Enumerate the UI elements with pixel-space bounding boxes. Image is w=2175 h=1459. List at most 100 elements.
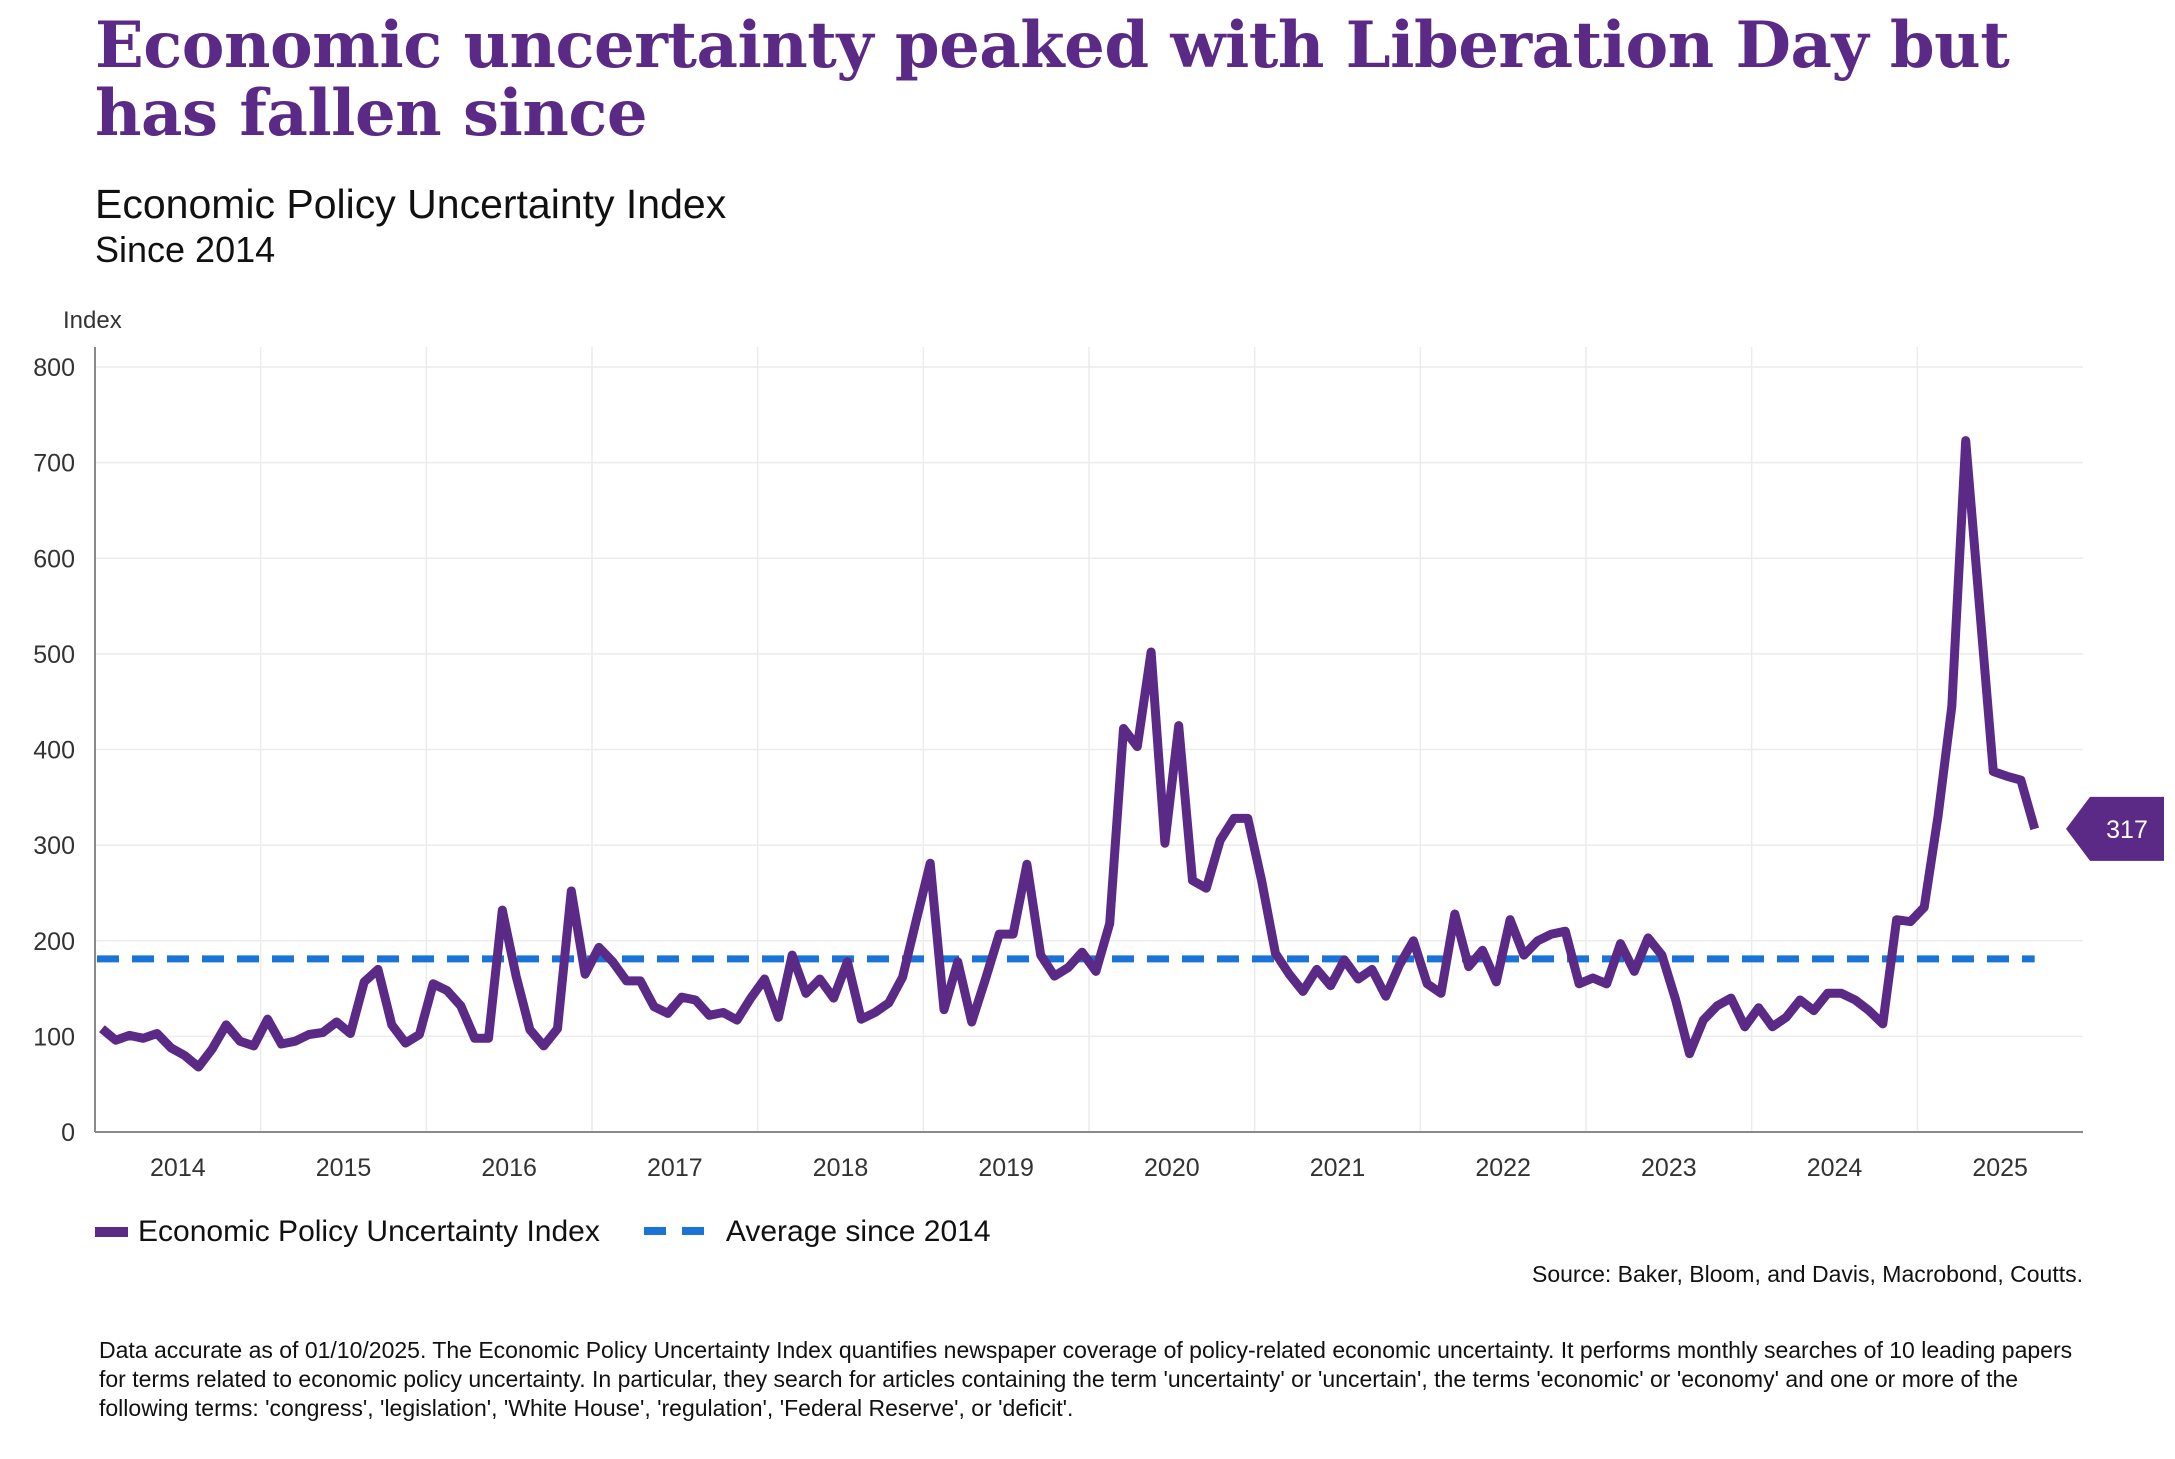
- data-point: [1232, 816, 1236, 820]
- data-point: [887, 1001, 891, 1005]
- axes: [94, 347, 2083, 1133]
- data-point: [500, 908, 504, 912]
- data-point: [1743, 1025, 1747, 1029]
- data-point: [348, 1032, 352, 1036]
- last-value-flag: [2066, 796, 2164, 861]
- data-point: [1729, 996, 1733, 1000]
- data-point: [2005, 774, 2009, 778]
- data-point: [583, 972, 587, 976]
- data-point: [735, 1018, 739, 1022]
- data-point: [1701, 1018, 1705, 1022]
- gridlines: [95, 347, 2083, 1132]
- data-point: [1895, 918, 1899, 922]
- x-tick-label: 2024: [1807, 1154, 1863, 1182]
- x-tick-label: 2022: [1475, 1154, 1531, 1182]
- data-point: [790, 953, 794, 957]
- data-point: [1011, 932, 1015, 936]
- data-point: [1163, 841, 1167, 845]
- x-tick-label: 2023: [1641, 1154, 1697, 1182]
- data-point: [1563, 929, 1567, 933]
- data-point: [1480, 948, 1484, 952]
- data-point: [1329, 984, 1333, 988]
- data-point: [749, 996, 753, 1000]
- data-point: [514, 974, 518, 978]
- data-point: [1177, 724, 1181, 728]
- data-point: [155, 1032, 159, 1036]
- x-tick-label: 2015: [316, 1154, 372, 1182]
- data-point: [694, 998, 698, 1002]
- data-point: [114, 1038, 118, 1042]
- data-point: [859, 1017, 863, 1021]
- data-point: [569, 889, 573, 893]
- y-tick-label: 600: [33, 545, 75, 573]
- data-point: [1619, 942, 1623, 946]
- data-point: [1826, 991, 1830, 995]
- data-point: [1273, 951, 1277, 955]
- x-tick-label: 2021: [1310, 1154, 1366, 1182]
- data-point: [1646, 936, 1650, 940]
- data-point: [956, 960, 960, 964]
- data-point: [680, 995, 684, 999]
- data-point: [1439, 991, 1443, 995]
- data-point: [141, 1036, 145, 1040]
- y-tick-label: 500: [33, 641, 75, 669]
- data-point: [1867, 1009, 1871, 1013]
- data-point: [431, 982, 435, 986]
- legend-item-index[interactable]: Economic Policy Uncertainty Index: [95, 1215, 600, 1249]
- data-point: [183, 1054, 187, 1058]
- y-tick-label: 800: [33, 354, 75, 382]
- series-line-layer: [99, 436, 2040, 1072]
- data-point: [542, 1044, 546, 1048]
- data-point: [997, 932, 1001, 936]
- data-point: [1149, 650, 1153, 654]
- last-value-label: 317: [2106, 816, 2148, 844]
- x-tick-label: 2018: [813, 1154, 869, 1182]
- legend-item-average[interactable]: Average since 2014: [643, 1215, 991, 1249]
- data-point: [1798, 998, 1802, 1002]
- x-tick-label: 2016: [481, 1154, 537, 1182]
- data-point: [459, 1004, 463, 1008]
- data-point: [1577, 982, 1581, 986]
- data-point: [1370, 967, 1374, 971]
- y-tick-label: 0: [61, 1119, 75, 1147]
- data-point: [1342, 958, 1346, 962]
- data-point: [1950, 704, 1954, 708]
- data-point: [1453, 912, 1457, 916]
- data-point: [362, 980, 366, 984]
- data-point: [1977, 604, 1981, 608]
- data-point: [1922, 905, 1926, 909]
- data-point: [1853, 998, 1857, 1002]
- data-point: [128, 1033, 132, 1037]
- y-tick-label: 100: [33, 1023, 75, 1051]
- data-point: [818, 977, 822, 981]
- data-point: [555, 1027, 559, 1031]
- data-point: [2019, 778, 2023, 782]
- data-point: [873, 1010, 877, 1014]
- data-point: [486, 1036, 490, 1040]
- data-point: [1508, 918, 1512, 922]
- legend-label-average: Average since 2014: [725, 1215, 991, 1248]
- y-tick-label: 700: [33, 450, 75, 478]
- data-point: [1287, 972, 1291, 976]
- data-point: [763, 977, 767, 981]
- chart-subtitle-period: Since 2014: [95, 229, 276, 270]
- data-point: [197, 1065, 201, 1069]
- data-point: [1522, 953, 1526, 957]
- data-point: [845, 960, 849, 964]
- x-tick-label: 2017: [647, 1154, 703, 1182]
- data-point: [1315, 967, 1319, 971]
- data-point: [1605, 982, 1609, 986]
- data-point: [1770, 1025, 1774, 1029]
- chart-headline: Economic uncertainty peaked with Liberat…: [95, 8, 2010, 151]
- data-point: [473, 1036, 477, 1040]
- chart-subtitle: Economic Policy Uncertainty Index: [95, 181, 727, 227]
- data-point: [611, 960, 615, 964]
- data-point: [652, 1005, 656, 1009]
- data-point: [528, 1028, 532, 1032]
- data-point: [1080, 950, 1084, 954]
- data-point: [307, 1032, 311, 1036]
- data-point: [169, 1046, 173, 1050]
- data-point: [1688, 1052, 1692, 1056]
- data-point: [1398, 963, 1402, 967]
- y-tick-label: 200: [33, 928, 75, 956]
